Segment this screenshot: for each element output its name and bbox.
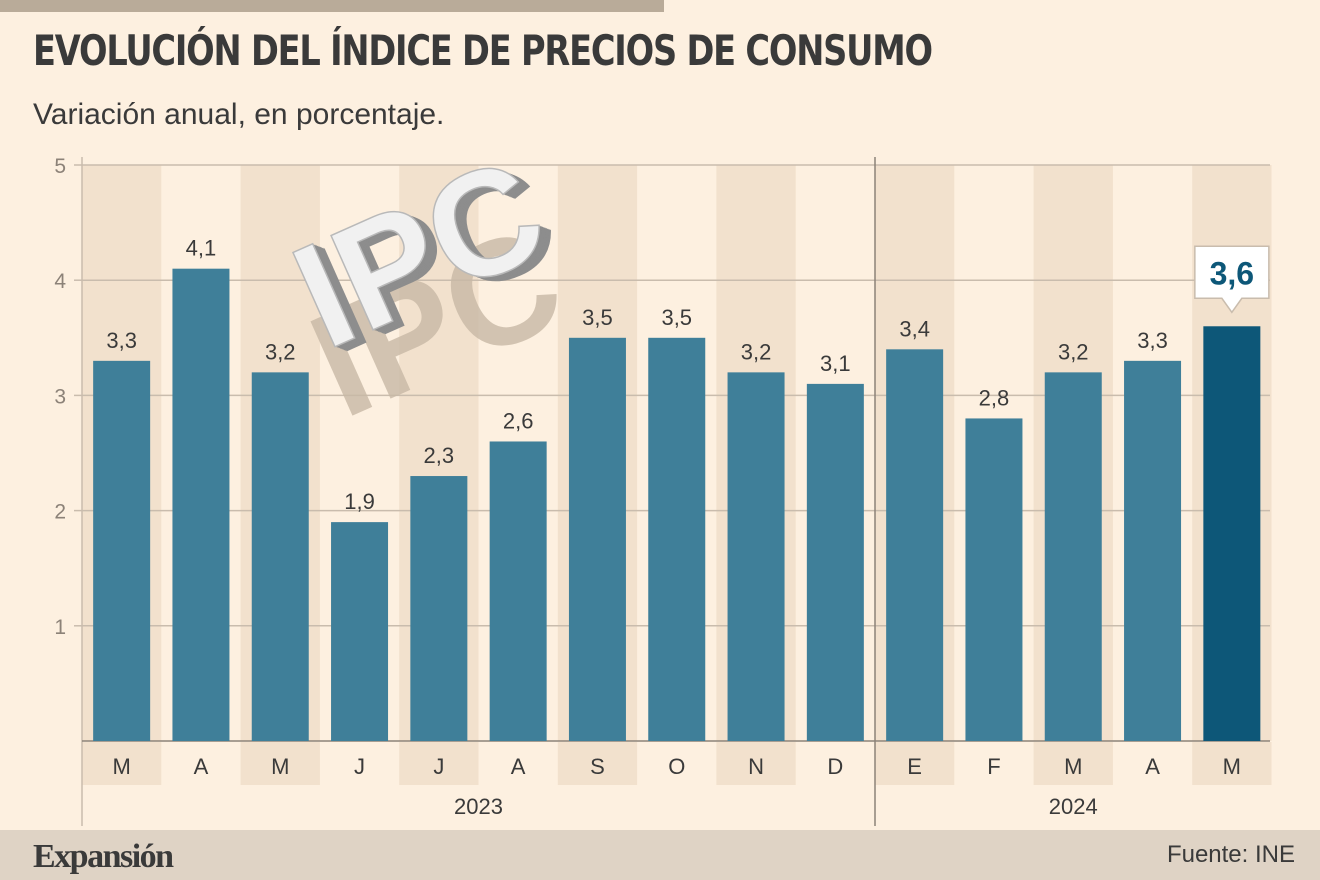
highlight-value-label: 3,6 (1210, 255, 1254, 291)
bar-value-label: 3,3 (106, 328, 137, 353)
x-category-label: M (271, 754, 289, 779)
label-band (399, 742, 479, 785)
source-note: Fuente: INE (1166, 841, 1295, 868)
brand-logo: Expansión (33, 838, 174, 875)
bar (1124, 360, 1182, 741)
bar-value-label: 4,1 (186, 236, 217, 261)
x-category-label: M (1064, 754, 1082, 779)
bar (886, 349, 944, 741)
x-category-label: J (354, 754, 365, 779)
bars: 3,3 M 4,1 A 3,2 M 1,9 J 2,3 J 2,6 A 3,5 S 3,5 O 3,2 N 3,1 D… (93, 236, 1270, 779)
bar (489, 441, 547, 741)
label-band (82, 742, 162, 785)
x-category-label: J (433, 754, 444, 779)
y-tick-label: 2 (54, 501, 66, 524)
bar (251, 372, 309, 741)
y-tick-label: 4 (54, 270, 66, 293)
y-tick-label: 5 (54, 155, 66, 178)
bar (1203, 326, 1261, 741)
year-label: 2023 (454, 794, 503, 819)
bar-value-label: 3,2 (265, 339, 296, 364)
top-accent-strip (0, 0, 664, 12)
bar-value-label: 3,1 (820, 351, 851, 376)
x-category-label: O (668, 754, 685, 779)
bar (568, 337, 626, 741)
x-category-label: S (590, 754, 605, 779)
y-tick-label: 3 (54, 385, 66, 408)
x-category-label: E (907, 754, 922, 779)
x-category-label: A (194, 754, 209, 779)
bar (410, 476, 468, 741)
bar (648, 337, 706, 741)
bar-value-label: 3,4 (899, 316, 930, 341)
year-groups: 2023 2024 (454, 157, 1098, 826)
x-category-label: N (748, 754, 764, 779)
label-band (1192, 742, 1272, 785)
x-category-label: A (1145, 754, 1160, 779)
bar (965, 418, 1023, 741)
label-band (716, 742, 796, 785)
x-category-label: F (987, 754, 1000, 779)
bar-value-label: 1,9 (344, 489, 375, 514)
bar (806, 383, 864, 741)
highlight-callout (1194, 245, 1270, 314)
footer-bar: Expansión Fuente: INE (0, 830, 1320, 880)
label-band (1033, 742, 1113, 785)
bar-value-label: 3,3 (1137, 328, 1168, 353)
bar-value-label: 2,3 (424, 443, 455, 468)
label-band (875, 742, 955, 785)
x-category-label: A (511, 754, 526, 779)
bar-value-label: 2,8 (979, 385, 1010, 410)
y-tick-label: 1 (54, 616, 66, 639)
bar (93, 360, 151, 741)
x-category-label: M (112, 754, 130, 779)
bar-value-label: 3,5 (661, 305, 692, 330)
label-band (240, 742, 320, 785)
year-label: 2024 (1049, 794, 1098, 819)
bar (172, 268, 230, 741)
x-category-label: D (827, 754, 843, 779)
label-band (557, 742, 638, 785)
bar-value-label: 3,2 (741, 339, 772, 364)
chart-subtitle: Variación anual, en porcentaje. (33, 98, 445, 131)
bar-value-label: 2,6 (503, 408, 534, 433)
bar (727, 372, 785, 741)
bar-value-label: 3,5 (582, 305, 613, 330)
bar (1044, 372, 1102, 741)
chart-title: EVOLUCIÓN DEL ÍNDICE DE PRECIOS DE CONSU… (33, 26, 933, 75)
x-category-label: M (1223, 754, 1241, 779)
bar (331, 522, 389, 741)
bar-value-label: 3,2 (1058, 339, 1089, 364)
